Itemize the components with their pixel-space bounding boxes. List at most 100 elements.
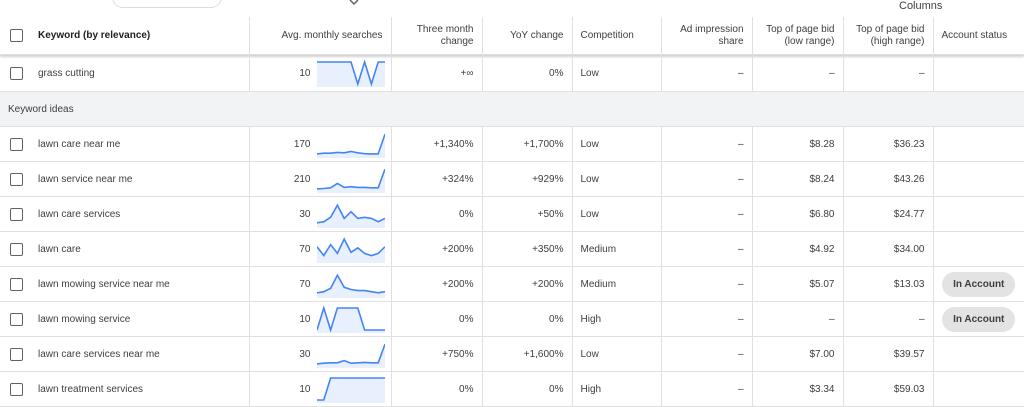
section-header-row: Keyword ideas: [0, 91, 1024, 127]
yoy-change-cell: +1,700%: [481, 126, 572, 162]
col-header-yoy[interactable]: YoY change: [481, 17, 572, 55]
bid-high-cell: –: [842, 301, 933, 337]
table-row: grass cutting 10 +∞ 0% Low – – –: [0, 54, 1024, 92]
trend-sparkline: [316, 273, 385, 298]
columns-button[interactable]: Columns: [899, 0, 943, 12]
trend-sparkline: [316, 168, 385, 193]
yoy-change-cell: +350%: [481, 231, 572, 267]
table-row: lawn mowing service near me 70 +200% +20…: [0, 266, 1024, 302]
avg-monthly-cell: 30: [248, 336, 391, 372]
row-checkbox[interactable]: [0, 231, 30, 267]
trend-sparkline: [316, 203, 385, 228]
competition-cell: Low: [571, 54, 661, 92]
competition-cell: Medium: [571, 266, 661, 302]
chevron-down-icon[interactable]: [349, 0, 359, 7]
yoy-change-cell: +929%: [481, 161, 572, 197]
trend-sparkline: [316, 343, 385, 368]
bid-low-cell: $7.00: [751, 336, 843, 372]
row-checkbox[interactable]: [0, 126, 30, 162]
bid-high-cell: $39.57: [842, 336, 933, 372]
avg-monthly-cell: 70: [248, 231, 391, 267]
table-row: lawn treatment services 10 0% 0% High – …: [0, 371, 1024, 407]
table-row: lawn care services near me 30 +750% +1,6…: [0, 336, 1024, 372]
row-checkbox[interactable]: [0, 54, 30, 92]
ad-impression-cell: –: [660, 126, 752, 162]
trend-sparkline: [316, 59, 385, 87]
three-month-change-cell: +324%: [390, 161, 482, 197]
row-checkbox[interactable]: [0, 196, 30, 232]
avg-monthly-cell: 10: [248, 301, 391, 337]
competition-cell: High: [571, 371, 661, 407]
row-checkbox[interactable]: [0, 161, 30, 197]
bid-low-cell: $8.28: [751, 126, 843, 162]
col-header-keyword[interactable]: Keyword (by relevance): [30, 17, 249, 55]
col-header-three-month[interactable]: Three month change: [390, 17, 482, 55]
bid-low-cell: $8.24: [751, 161, 843, 197]
three-month-change-cell: +∞: [390, 54, 482, 92]
avg-monthly-cell: 10: [248, 371, 391, 407]
keyword-table: Keyword (by relevance) Avg. monthly sear…: [0, 17, 1024, 407]
avg-monthly-value: 70: [299, 278, 311, 290]
keyword-cell: lawn mowing service near me: [30, 266, 249, 302]
trend-sparkline: [316, 305, 385, 333]
row-checkbox[interactable]: [0, 301, 30, 337]
bid-low-cell: $4.92: [751, 231, 843, 267]
avg-monthly-value: 170: [293, 138, 311, 150]
bid-high-cell: $43.26: [842, 161, 933, 197]
ad-impression-cell: –: [660, 231, 752, 267]
keyword-cell: lawn care services near me: [30, 336, 249, 372]
competition-cell: Low: [571, 196, 661, 232]
bid-high-cell: $34.00: [842, 231, 933, 267]
yoy-change-cell: 0%: [481, 371, 572, 407]
bid-low-cell: $6.80: [751, 196, 843, 232]
table-row: lawn care services 30 0% +50% Low – $6.8…: [0, 196, 1024, 232]
account-status-cell: [932, 196, 1024, 232]
three-month-change-cell: 0%: [390, 301, 482, 337]
header-row: Keyword (by relevance) Avg. monthly sear…: [0, 17, 1024, 55]
keyword-cell: lawn care: [30, 231, 249, 267]
three-month-change-cell: +1,340%: [390, 126, 482, 162]
in-account-badge[interactable]: In Account: [942, 271, 1016, 297]
keyword-cell: lawn mowing service: [30, 301, 249, 337]
bid-low-cell: $3.34: [751, 371, 843, 407]
account-status-cell: [932, 161, 1024, 197]
bid-high-cell: $36.23: [842, 126, 933, 162]
col-header-competition[interactable]: Competition: [571, 17, 661, 55]
trend-sparkline: [316, 237, 385, 263]
in-account-badge[interactable]: In Account: [942, 306, 1016, 332]
account-status-cell: [932, 231, 1024, 267]
yoy-change-cell: +50%: [481, 196, 572, 232]
col-header-ad-impression[interactable]: Ad impression share: [660, 17, 752, 55]
yoy-change-cell: +1,600%: [481, 336, 572, 372]
row-checkbox[interactable]: [0, 371, 30, 407]
col-header-avg-monthly[interactable]: Avg. monthly searches: [248, 17, 391, 55]
select-all-checkbox[interactable]: [0, 17, 30, 55]
ad-impression-cell: –: [660, 336, 752, 372]
competition-cell: Low: [571, 336, 661, 372]
bid-high-cell: $59.03: [842, 371, 933, 407]
trend-sparkline: [316, 377, 385, 403]
three-month-change-cell: 0%: [390, 371, 482, 407]
yoy-change-cell: 0%: [481, 301, 572, 337]
search-input[interactable]: [112, 0, 222, 8]
col-header-bid-low[interactable]: Top of page bid (low range): [751, 17, 843, 55]
keyword-cell: lawn service near me: [30, 161, 249, 197]
bid-high-cell: $13.03: [842, 266, 933, 302]
table-row: lawn care 70 +200% +350% Medium – $4.92 …: [0, 231, 1024, 267]
bid-high-cell: $24.77: [842, 196, 933, 232]
account-status-cell: [932, 336, 1024, 372]
three-month-change-cell: +200%: [390, 266, 482, 302]
keyword-cell: lawn care near me: [30, 126, 249, 162]
top-toolbar: Columns: [0, 0, 1024, 16]
row-checkbox[interactable]: [0, 336, 30, 372]
avg-monthly-cell: 30: [248, 196, 391, 232]
competition-cell: High: [571, 301, 661, 337]
col-header-bid-high[interactable]: Top of page bid (high range): [842, 17, 933, 55]
ad-impression-cell: –: [660, 54, 752, 92]
avg-monthly-cell: 10: [248, 54, 391, 92]
row-checkbox[interactable]: [0, 266, 30, 302]
competition-cell: Low: [571, 126, 661, 162]
trend-sparkline: [316, 133, 385, 158]
col-header-account-status[interactable]: Account status: [932, 17, 1024, 55]
account-status-cell: In Account: [932, 266, 1024, 302]
